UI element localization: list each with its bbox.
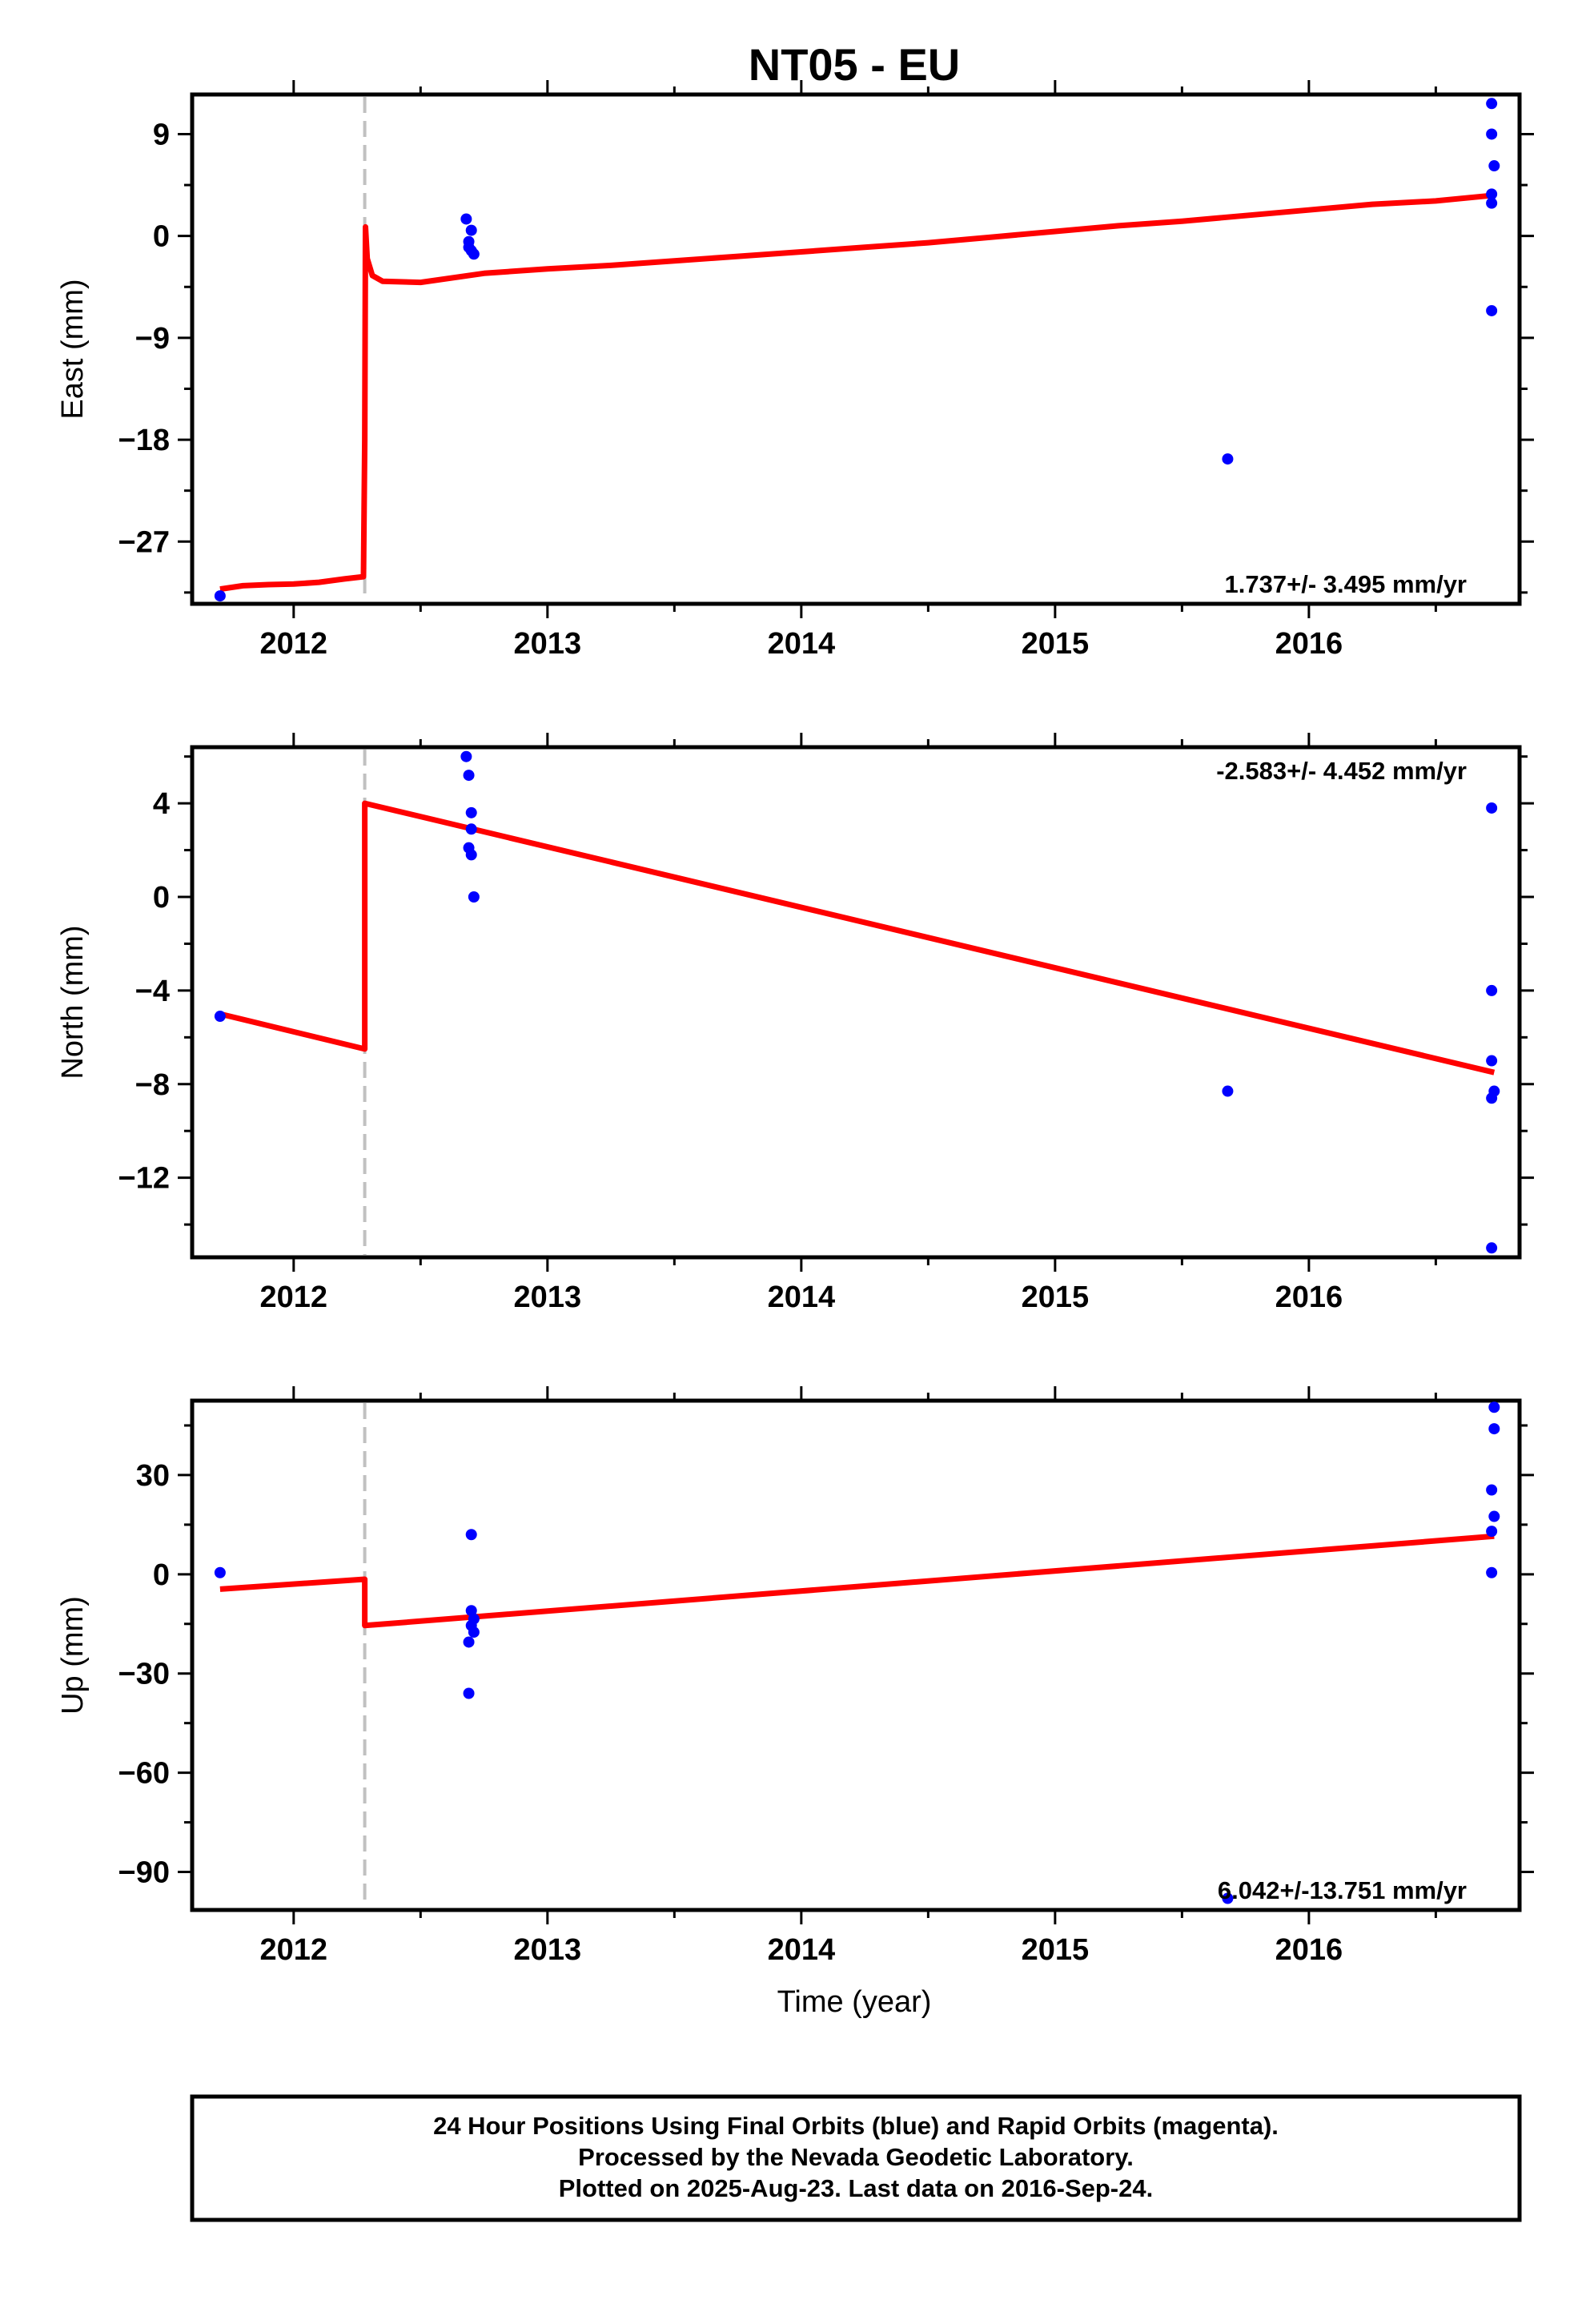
chart-1-data-point bbox=[465, 823, 477, 835]
chart-0-data-point bbox=[1486, 304, 1498, 316]
chart-2-y-axis-label: Up (mm) bbox=[56, 1596, 90, 1715]
chart-2-y-tick-label: −30 bbox=[118, 1658, 170, 1691]
chart-0-data-point bbox=[1488, 160, 1500, 172]
chart-2-data-point bbox=[463, 1687, 475, 1699]
chart-0-data-point bbox=[1222, 453, 1234, 465]
chart-2-x-tick-label: 2013 bbox=[514, 1933, 582, 1967]
chart-1-y-tick-label: −12 bbox=[118, 1162, 170, 1196]
chart-0-data-point bbox=[468, 248, 480, 260]
chart-2-data-point bbox=[214, 1566, 226, 1578]
chart-0-y-tick-label: −18 bbox=[118, 424, 170, 457]
chart-1-data-point bbox=[1486, 1092, 1498, 1104]
footer-line-2: Processed by the Nevada Geodetic Laborat… bbox=[578, 2143, 1134, 2171]
chart-0-x-tick-label: 2015 bbox=[1022, 627, 1090, 661]
chart-0-data-point bbox=[214, 590, 226, 602]
chart-0-data-point bbox=[1486, 188, 1498, 200]
chart-2-data-point bbox=[1486, 1484, 1498, 1496]
chart-0-y-tick-label: −27 bbox=[118, 525, 170, 559]
chart-2-data-point bbox=[465, 1529, 477, 1541]
chart-2-y-tick-label: 30 bbox=[136, 1459, 170, 1493]
chart-2-x-tick-label: 2015 bbox=[1022, 1933, 1090, 1967]
chart-0-model-line bbox=[219, 192, 1495, 593]
chart-2-x-tick-label: 2012 bbox=[260, 1933, 328, 1967]
chart-2-data-point bbox=[468, 1626, 480, 1638]
chart-2-rate-label: 6.042+/-13.751 mm/yr bbox=[1218, 1876, 1467, 1904]
chart-0-y-tick-label: 9 bbox=[153, 118, 170, 151]
chart-0-data-point bbox=[1486, 197, 1498, 209]
chart-1-y-tick-label: −4 bbox=[135, 975, 170, 1008]
chart-2-model-line bbox=[219, 1533, 1495, 1629]
chart-1-x-tick-label: 2012 bbox=[260, 1281, 328, 1314]
chart-2-data-point bbox=[463, 1636, 475, 1648]
chart-0-y-tick-label: 0 bbox=[153, 220, 170, 254]
chart-1-rate-label: -2.583+/- 4.452 mm/yr bbox=[1216, 757, 1467, 785]
chart-0-data-point bbox=[465, 224, 477, 236]
chart-0-y-tick-label: −9 bbox=[135, 322, 170, 356]
chart-2-y-tick-label: −60 bbox=[118, 1757, 170, 1791]
chart-2-y-tick-label: −90 bbox=[118, 1856, 170, 1890]
chart-2-data-point bbox=[1486, 1566, 1498, 1578]
chart-0-x-tick-label: 2012 bbox=[260, 627, 328, 661]
chart-0-x-tick-label: 2013 bbox=[514, 627, 582, 661]
chart-1-y-axis-label: North (mm) bbox=[56, 925, 90, 1079]
chart-2-frame bbox=[190, 1398, 1522, 1912]
chart-2-data-point bbox=[1486, 1526, 1498, 1538]
footer-box bbox=[190, 2094, 1522, 2222]
chart-2-data-point bbox=[1222, 1892, 1234, 1904]
chart-0-rate-label: 1.737+/- 3.495 mm/yr bbox=[1225, 570, 1467, 598]
chart-2-x-tick-label: 2016 bbox=[1275, 1933, 1343, 1967]
chart-2-y-tick-label: 0 bbox=[153, 1558, 170, 1592]
chart-0-x-tick-label: 2016 bbox=[1275, 627, 1343, 661]
chart-1-data-point bbox=[1486, 984, 1498, 996]
chart-1-frame bbox=[190, 745, 1522, 1260]
figure-title: NT05 - EU bbox=[749, 39, 961, 90]
chart-1-x-tick-label: 2013 bbox=[514, 1281, 582, 1314]
chart-1-x-tick-label: 2016 bbox=[1275, 1281, 1343, 1314]
chart-1-data-point bbox=[214, 1011, 226, 1023]
chart-0-data-point bbox=[460, 213, 472, 225]
chart-1-data-point bbox=[465, 806, 477, 818]
chart-1-model-line bbox=[219, 800, 1496, 1076]
chart-0-x-tick-label: 2014 bbox=[768, 627, 836, 661]
chart-1-data-point bbox=[463, 770, 475, 782]
chart-2-x-tick-label: 2014 bbox=[768, 1933, 836, 1967]
chart-1-data-point bbox=[460, 750, 472, 762]
chart-0-y-axis-label: East (mm) bbox=[56, 279, 90, 419]
chart-1-data-point bbox=[1486, 1242, 1498, 1254]
chart-1-data-point bbox=[1486, 802, 1498, 814]
x-axis-label: Time (year) bbox=[777, 1985, 932, 2019]
chart-2-data-point bbox=[1488, 1510, 1500, 1522]
east-panel: 2012 2013 2014 2015 2016 9 0 −9 −18 −27 East (mm) 1… bbox=[56, 80, 1534, 661]
chart-1-y-tick-label: 4 bbox=[153, 787, 170, 821]
chart-1-y-tick-label: 0 bbox=[153, 881, 170, 915]
chart-0-frame bbox=[190, 92, 1522, 606]
footer-line-1: 24 Hour Positions Using Final Orbits (bl… bbox=[433, 2112, 1279, 2140]
chart-1-x-tick-label: 2015 bbox=[1022, 1281, 1090, 1314]
chart-2-data-point bbox=[1488, 1423, 1500, 1435]
chart-1-data-point bbox=[465, 849, 477, 861]
chart-1-data-point bbox=[468, 891, 480, 903]
chart-0-data-point bbox=[1486, 128, 1498, 140]
footer-line-3: Plotted on 2025-Aug-23. Last data on 201… bbox=[559, 2174, 1153, 2202]
chart-2-data-point bbox=[1488, 1401, 1500, 1413]
up-panel: 2012 2013 2014 2015 2016 30 0 −30 −60 −90 Up (mm) 6… bbox=[56, 1386, 1534, 1967]
chart-1-data-point bbox=[1486, 1055, 1498, 1067]
chart-1-y-tick-label: −8 bbox=[135, 1068, 170, 1102]
chart-0-data-point bbox=[1486, 98, 1498, 110]
north-panel: 2012 2013 2014 2015 2016 4 0 −4 −8 −12 North (mm) -… bbox=[56, 733, 1534, 1314]
chart-1-data-point bbox=[1222, 1085, 1234, 1097]
chart-1-x-tick-label: 2014 bbox=[768, 1281, 836, 1314]
